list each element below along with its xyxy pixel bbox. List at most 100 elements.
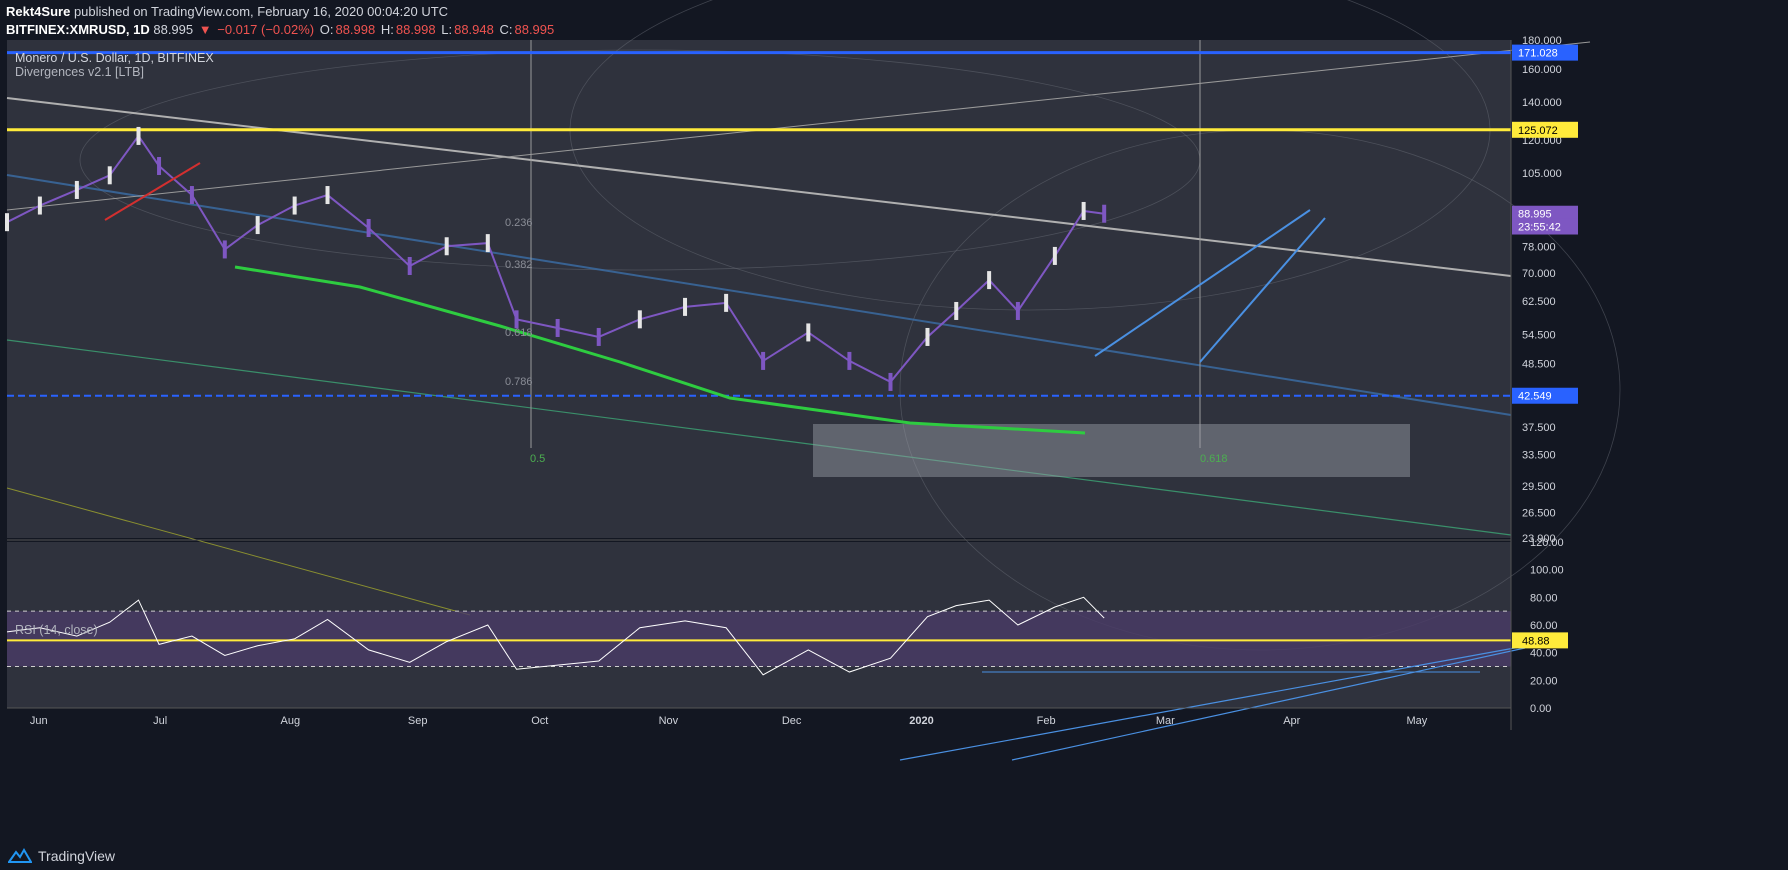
candle (987, 271, 992, 290)
rsi-trendline-2 (1011, 647, 1526, 761)
fib-label: 0.5 (530, 453, 545, 465)
time-tick-label: Mar (1156, 715, 1175, 727)
candle (407, 257, 412, 276)
low-value: 88.948 (454, 22, 494, 37)
price-series-line (6, 134, 1105, 384)
rsi-tick-label: 60.00 (1530, 620, 1558, 632)
chart-title: Monero / U.S. Dollar, 1D, BITFINEX (15, 51, 214, 65)
wedge-upper-line (1094, 209, 1311, 357)
price-tick-label: 33.500 (1522, 450, 1556, 462)
brand-name[interactable]: TradingView (38, 848, 116, 864)
rsi-tick-label: 0.00 (1530, 703, 1551, 715)
main-pane (7, 40, 1511, 538)
candle (761, 351, 766, 370)
candle (954, 301, 959, 320)
time-tick-label: Jul (153, 715, 167, 727)
candle (444, 237, 449, 256)
price-tick-label: 54.500 (1522, 330, 1556, 342)
candle (1052, 246, 1057, 265)
price-label: 171.028 (1518, 48, 1558, 60)
time-tick-label: Nov (659, 715, 679, 727)
time-tick-label: Aug (281, 715, 301, 727)
candle (74, 180, 79, 199)
fib-label: 0.618 (1200, 453, 1228, 465)
candle (485, 234, 490, 253)
rsi-band (7, 611, 1511, 667)
candle (888, 372, 893, 391)
tradingview-logo-icon (8, 848, 32, 863)
bearish-divergence-line (104, 162, 201, 221)
fib-label: 0.786 (505, 376, 533, 388)
price-tick-label: 70.000 (1522, 268, 1556, 280)
bullish-divergence-line (234, 265, 1086, 435)
open-label: O: (319, 22, 334, 37)
candle (925, 327, 930, 346)
open-value: 88.998 (335, 22, 376, 37)
price-label: 125.072 (1518, 125, 1558, 137)
fib-label: 0.236 (505, 217, 533, 229)
chart-header: Rekt4Sure published on TradingView.com, … (6, 3, 556, 39)
price-tick-label: 105.000 (1522, 168, 1562, 180)
candle (1081, 201, 1086, 220)
blue-channel-line (6, 174, 1512, 416)
candle (847, 351, 852, 370)
price-tick-label: 26.500 (1522, 508, 1556, 520)
price-tick-label: 160.000 (1522, 64, 1562, 76)
rsi-tick-label: 120.00 (1530, 537, 1564, 549)
time-tick-label: Oct (531, 715, 548, 727)
rsi-tick-label: 100.00 (1530, 565, 1564, 577)
price-tick-label: 180.000 (1522, 35, 1562, 47)
candle (222, 240, 227, 259)
candle (157, 156, 162, 175)
candle (292, 196, 297, 215)
candle (255, 216, 260, 235)
rsi-label-bg (1512, 632, 1568, 649)
footer: TradingView (8, 848, 115, 864)
upper-gray-line (6, 41, 1591, 211)
indicator-name[interactable]: Divergences v2.1 [LTB] (15, 65, 144, 79)
candle (5, 213, 9, 232)
fib-label: 0.618 (505, 327, 533, 339)
symbol-name[interactable]: BITFINEX:XMRUSD, 1D (6, 22, 150, 37)
rsi-title: RSI (14, close) (15, 623, 98, 637)
price-label-bg (1512, 387, 1578, 404)
candle (107, 166, 112, 185)
candle (189, 186, 194, 205)
candle (683, 297, 688, 316)
price-label: 42.549 (1518, 391, 1552, 403)
price-tick-label: 78.000 (1522, 241, 1556, 253)
candle (1015, 301, 1020, 320)
candle (514, 310, 519, 329)
time-tick-label: 2020 (909, 715, 933, 727)
main-legend: Monero / U.S. Dollar, 1D, BITFINEX Diver… (15, 51, 214, 79)
price-tick-label: 23.900 (1522, 533, 1556, 545)
rsi-trendline-1 (899, 646, 1521, 761)
rsi-tick-label: 40.00 (1530, 648, 1558, 660)
candle (1102, 204, 1107, 223)
high-value: 88.998 (395, 22, 436, 37)
candle (724, 293, 729, 312)
price-tick-label: 62.500 (1522, 296, 1556, 308)
down-arrow-icon: ▼ (198, 22, 212, 37)
time-tick-label: Apr (1283, 715, 1300, 727)
close-label: C: (499, 22, 513, 37)
author-name[interactable]: Rekt4Sure (6, 4, 71, 19)
support-zone-box (813, 424, 1410, 477)
low-label: L: (441, 22, 453, 37)
time-tick-label: Feb (1037, 715, 1056, 727)
rsi-legend[interactable]: RSI (14, close) (15, 623, 98, 637)
price-change: −0.017 (−0.02%) (217, 22, 315, 37)
rsi-value-label: 48.88 (1522, 635, 1550, 647)
price-label-bg (1512, 205, 1578, 222)
time-tick-label: Dec (782, 715, 802, 727)
candle (555, 318, 560, 337)
price-tick-label: 37.500 (1522, 422, 1556, 434)
price-label-bg (1512, 218, 1578, 235)
rsi-tick-label: 80.00 (1530, 592, 1558, 604)
candle (637, 310, 642, 329)
candle (136, 126, 141, 145)
rsi-line (6, 596, 1105, 676)
publish-info: published on TradingView.com, February 1… (73, 4, 449, 19)
price-label-bg (1512, 121, 1578, 138)
